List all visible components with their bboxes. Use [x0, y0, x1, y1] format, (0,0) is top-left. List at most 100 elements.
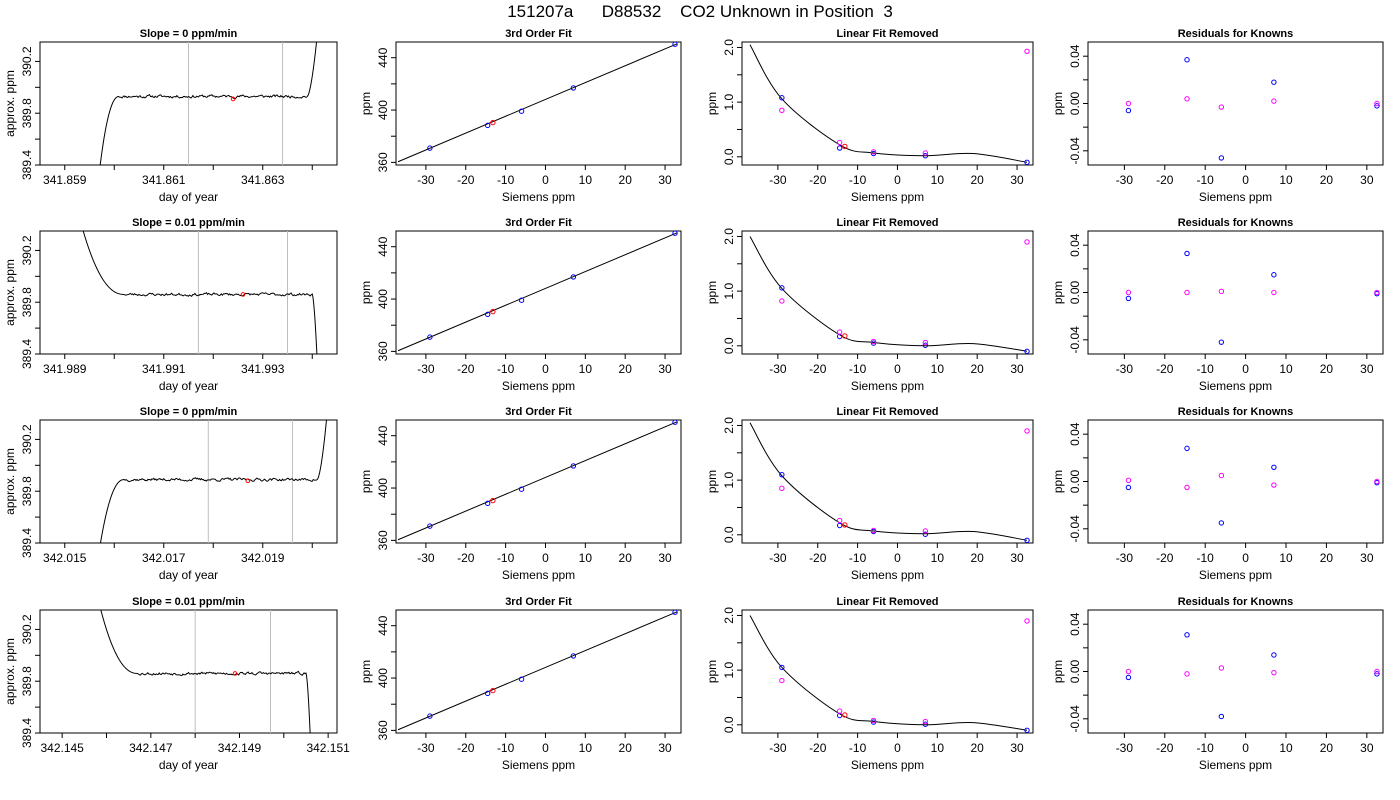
x-tick-label: 0	[1242, 173, 1249, 187]
y-tick-label: -0.04	[1068, 515, 1082, 543]
known-point	[427, 523, 433, 529]
x-tick-label: -30	[769, 362, 787, 376]
known-point	[1271, 464, 1277, 471]
x-tick-label: 341.861	[142, 173, 186, 187]
x-tick-label: -10	[849, 362, 867, 376]
known-point	[1125, 484, 1132, 491]
unknown-point	[842, 522, 848, 528]
unknown-average-point	[232, 671, 238, 676]
plot-area	[397, 42, 678, 163]
plot-frame	[1087, 419, 1384, 544]
known-point	[779, 471, 785, 478]
fit2-point	[1184, 484, 1190, 491]
x-tick-label: 10	[1279, 362, 1293, 376]
x-tick-label: -20	[457, 551, 475, 565]
x-tick-label: 30	[1360, 362, 1374, 376]
fit2-point	[1374, 478, 1380, 485]
panel-title: Slope = 0 ppm/min	[140, 28, 238, 40]
plot-area	[397, 420, 678, 541]
fit2-point	[922, 339, 929, 346]
fit2-point	[1024, 239, 1030, 245]
known-point	[1374, 671, 1380, 677]
fit2-point	[1271, 482, 1277, 488]
x-tick-label: 10	[1279, 551, 1293, 565]
fit2-point	[1218, 665, 1225, 671]
x-tick-label: 0	[1242, 741, 1249, 755]
fit2-point	[1374, 100, 1380, 107]
known-point	[836, 145, 843, 151]
y-tick-label: 2.0	[722, 417, 736, 434]
y-axis-label: approx. ppm	[3, 638, 17, 705]
x-tick-label: -10	[849, 173, 867, 187]
plot-frame	[39, 609, 338, 734]
x-axis-label: day of year	[159, 758, 218, 772]
known-point	[1184, 57, 1190, 63]
fit2-point	[1024, 48, 1030, 54]
known-point	[672, 231, 678, 236]
known-point	[1125, 295, 1132, 302]
fit2-point	[1374, 668, 1380, 675]
y-tick-label: 0.00	[1068, 280, 1082, 304]
x-tick-label: 342.149	[218, 741, 262, 755]
known-point	[1271, 652, 1277, 658]
y-axis-label: ppm	[1051, 470, 1065, 493]
y-axis-label: ppm	[1051, 660, 1065, 683]
x-tick-label: 341.991	[142, 362, 186, 376]
y-axis-label: approx. ppm	[3, 259, 17, 326]
plot-area	[397, 231, 678, 352]
panel-r0-c2: Linear Fit Removed -30 -20 -10 0 10 20 30 0.0 1.0…	[705, 28, 1034, 204]
x-tick-label: 30	[1010, 741, 1024, 755]
y-tick-label: 1.0	[722, 661, 736, 678]
panel-title: 3rd Order Fit	[505, 217, 572, 229]
plot-area	[1125, 632, 1380, 720]
known-point	[1184, 250, 1190, 257]
fit2-point	[870, 338, 877, 345]
panel-title: 3rd Order Fit	[505, 28, 572, 40]
x-tick-label: 0	[894, 551, 901, 565]
x-tick-label: 30	[1010, 362, 1024, 376]
y-tick-label: 440	[376, 615, 390, 635]
plot-area	[99, 42, 318, 165]
plot-frame	[1087, 41, 1384, 166]
y-axis-label: ppm	[705, 281, 719, 304]
x-tick-label: 20	[971, 741, 985, 755]
known-point	[1271, 272, 1277, 278]
x-tick-label: 0	[894, 362, 901, 376]
x-axis-label: day of year	[159, 568, 218, 582]
y-tick-label: 360	[376, 720, 390, 740]
plot-frame	[1087, 230, 1384, 355]
x-tick-label: 10	[579, 362, 593, 376]
known-point	[1218, 713, 1225, 720]
y-tick-label: 440	[376, 425, 390, 445]
ppm-trace	[82, 231, 318, 354]
known-point	[1184, 632, 1190, 638]
panel-r2-c3: Residuals for Knowns -30 -20 -10 0 10 20 30 -0.0…	[1051, 406, 1384, 582]
y-tick-label: 390.2	[20, 46, 34, 76]
x-tick-label: -30	[1116, 173, 1134, 187]
x-tick-label: 0	[542, 173, 549, 187]
fit2-point	[1024, 618, 1030, 624]
x-tick-label: 20	[971, 173, 985, 187]
known-point	[427, 145, 433, 151]
panel-title: Linear Fit Removed	[836, 217, 938, 229]
plot-area	[1125, 445, 1380, 526]
ppm-trace	[99, 42, 318, 165]
panel-title: Linear Fit Removed	[836, 28, 938, 40]
known-point	[1024, 159, 1030, 165]
x-tick-label: 30	[658, 362, 672, 376]
x-tick-label: 342.151	[306, 741, 350, 755]
x-tick-label: 0	[894, 173, 901, 187]
unknown-point	[842, 712, 848, 718]
y-tick-label: 0.0	[722, 337, 736, 354]
x-tick-label: 10	[931, 362, 945, 376]
fit2-point	[870, 149, 877, 155]
known-point	[570, 463, 577, 469]
fit-curve	[749, 422, 1028, 541]
unknown-point	[490, 687, 496, 694]
x-axis-label: Siemens ppm	[1199, 568, 1272, 582]
panel-r3-c0: Slope = 0.01 ppm/min 342.145 342.147 342.14…	[3, 596, 350, 772]
plot-area	[82, 231, 318, 354]
x-tick-label: -10	[497, 741, 515, 755]
y-tick-label: 390.2	[20, 614, 34, 644]
x-tick-label: 20	[1320, 741, 1334, 755]
